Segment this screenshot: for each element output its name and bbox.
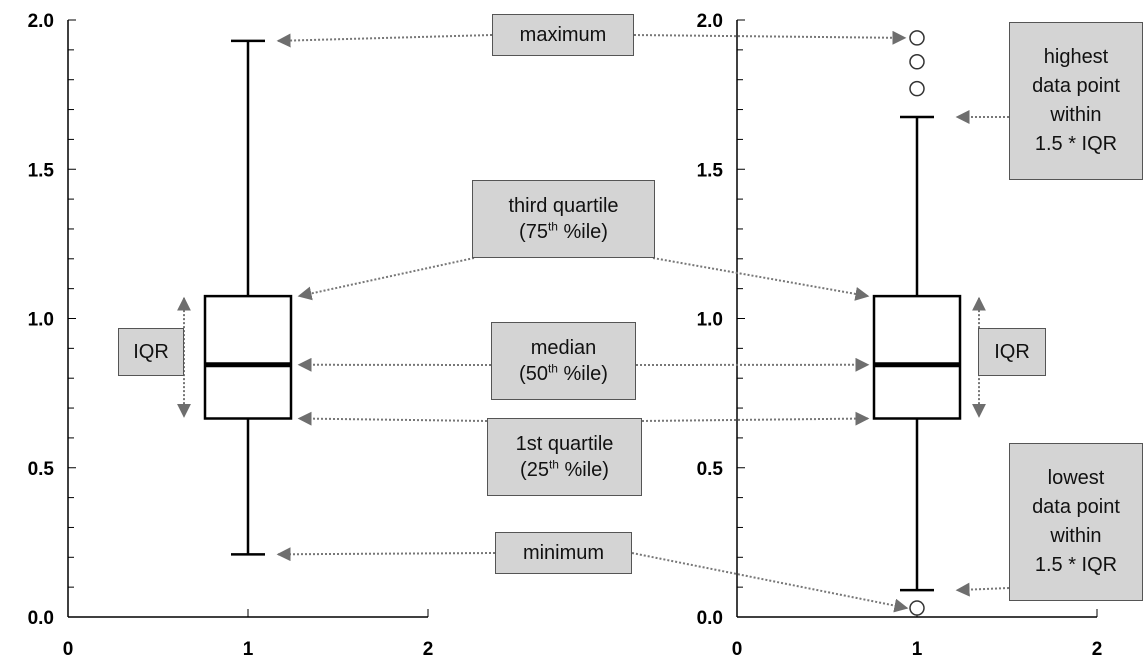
- annotation-arrows: [177, 30, 1010, 613]
- median-line2: (50th %ile): [519, 361, 608, 387]
- first-quartile-num: (25: [520, 459, 549, 481]
- y-tick-label: 2.0: [28, 11, 54, 32]
- arrow-q3-left: [297, 257, 475, 301]
- first-quartile-rest: %ile): [558, 459, 609, 481]
- highest-line3: within: [1050, 104, 1102, 126]
- label-minimum-text: minimum: [522, 542, 605, 564]
- arrow-maximum-left: [276, 33, 493, 48]
- label-median: median (50th %ile): [491, 322, 636, 400]
- third-quartile-rest: %ile): [557, 221, 608, 243]
- third-quartile-num: (75: [519, 221, 548, 243]
- median-line1: median: [530, 337, 597, 359]
- outlier-point: [909, 30, 925, 46]
- label-third-quartile: third quartile (75th %ile): [472, 180, 655, 258]
- median-sup: th: [547, 361, 558, 376]
- highest-line2: data point: [1032, 75, 1120, 97]
- y-tick-label: 0.0: [28, 608, 54, 629]
- label-iqr-right-text: IQR: [994, 341, 1030, 363]
- iqr-box: [203, 294, 293, 420]
- y-tick-label: 1.0: [28, 310, 54, 331]
- arrow-minimum-left: [276, 547, 496, 562]
- outlier-point: [909, 54, 925, 70]
- outlier-point: [909, 600, 925, 616]
- x-tick-label: 2: [1092, 639, 1103, 660]
- arrow-lowest-within: [955, 582, 1010, 597]
- label-minimum: minimum: [495, 532, 632, 574]
- left-boxplot: 0.0 0.5 1.0 1.5 2.0 0 1 2: [28, 11, 434, 660]
- x-tick-label: 2: [423, 639, 434, 660]
- outlier-point: [909, 80, 925, 97]
- label-iqr-left-text: IQR: [133, 341, 169, 363]
- y-tick-label: 2.0: [697, 11, 723, 32]
- y-tick-label: 0.5: [28, 459, 55, 480]
- y-tick-label: 1.5: [28, 160, 55, 181]
- x-tick-label: 1: [243, 639, 254, 660]
- first-quartile-line2: (25th %ile): [520, 457, 609, 483]
- median-num: (50: [519, 363, 548, 385]
- arrow-q1-right: [641, 411, 870, 426]
- arrow-q3-right: [652, 257, 870, 301]
- y-tick-label: 1.0: [697, 310, 723, 331]
- third-quartile-line1: third quartile: [508, 195, 619, 217]
- x-tick-label: 0: [63, 639, 74, 660]
- first-quartile-line1: 1st quartile: [515, 433, 614, 455]
- label-first-quartile: 1st quartile (25th %ile): [487, 418, 642, 496]
- label-maximum-text: maximum: [519, 24, 607, 46]
- lowest-line1: lowest: [1047, 467, 1105, 489]
- label-iqr-left: IQR: [118, 328, 184, 376]
- label-highest-within: highest data point within 1.5 * IQR: [1009, 22, 1143, 180]
- label-maximum: maximum: [492, 14, 634, 56]
- lowest-line2: data point: [1032, 496, 1120, 518]
- x-tick-label: 1: [912, 639, 923, 660]
- highest-line1: highest: [1043, 46, 1109, 68]
- median-rest: %ile): [557, 363, 608, 385]
- arrow-minimum-right: [631, 552, 909, 613]
- third-quartile-sup: th: [547, 219, 558, 234]
- arrow-maximum-right: [633, 30, 907, 45]
- first-quartile-sup: th: [548, 457, 559, 472]
- third-quartile-line2: (75th %ile): [519, 219, 608, 245]
- y-tick-label: 1.5: [697, 160, 724, 181]
- x-tick-label: 0: [732, 639, 743, 660]
- y-tick-label: 0.0: [697, 608, 723, 629]
- label-iqr-right: IQR: [978, 328, 1046, 376]
- y-tick-label: 0.5: [697, 459, 724, 480]
- iqr-box: [872, 294, 962, 420]
- lowest-line3: within: [1050, 525, 1102, 547]
- highest-line4: 1.5 * IQR: [1034, 133, 1118, 155]
- label-lowest-within: lowest data point within 1.5 * IQR: [1009, 443, 1143, 601]
- lowest-line4: 1.5 * IQR: [1034, 554, 1118, 576]
- arrow-q1-left: [297, 411, 488, 426]
- right-boxplot: 0.0 0.5 1.0 1.5 2.0 0 1 2: [697, 11, 1103, 660]
